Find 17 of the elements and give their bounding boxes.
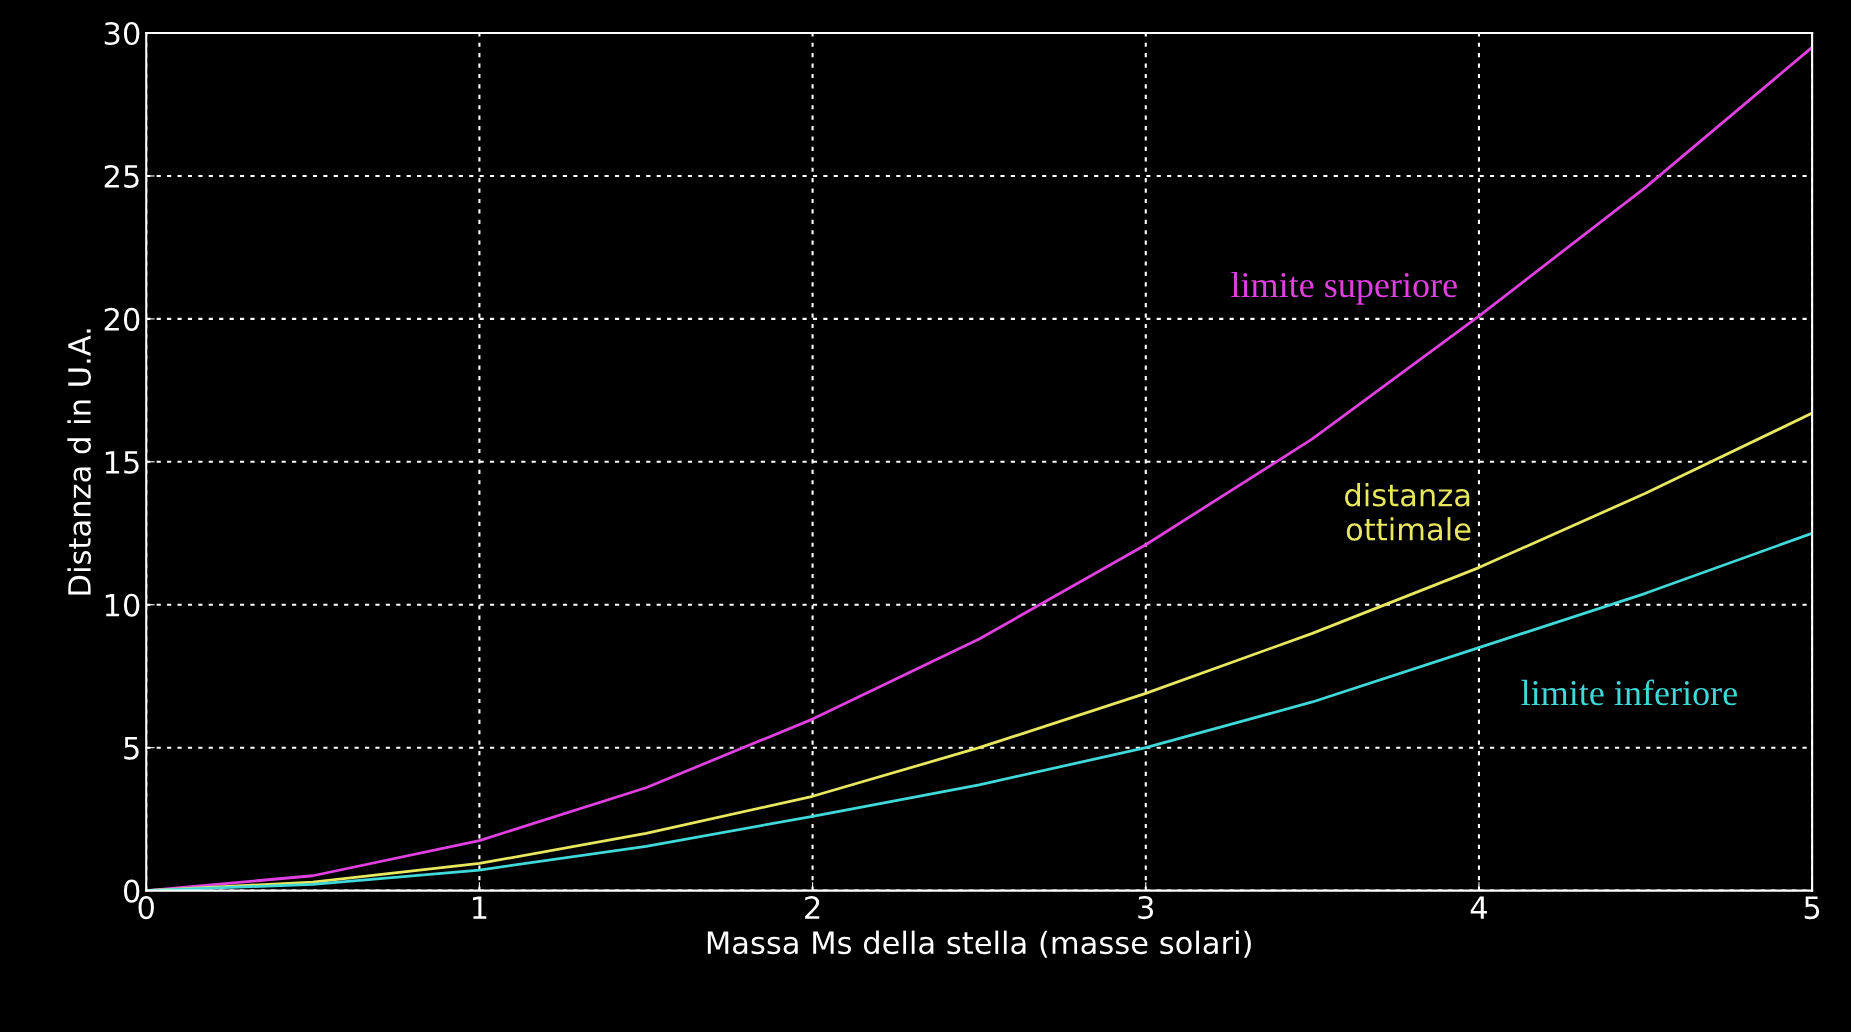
y-tick-label: 25 <box>104 164 139 188</box>
y-tick-label: 20 <box>104 307 140 331</box>
x-tick-label: 3 <box>1138 896 1154 920</box>
x-tick-label: 4 <box>1470 896 1487 919</box>
y-tick-label: 0 <box>123 879 140 903</box>
x-tick-label: 2 <box>805 896 820 919</box>
x-tick-label: 5 <box>1804 896 1820 920</box>
x-tick-label: 1 <box>473 896 487 919</box>
y-tick-label: 15 <box>105 451 139 474</box>
y-tick-label: 10 <box>105 593 140 617</box>
series-label: limite inferiore <box>1521 679 1737 706</box>
y-tick-label: 5 <box>124 737 139 760</box>
series-label: limite superiore <box>1231 271 1457 305</box>
y-axis-title: Distanza d in U.A. <box>67 329 92 595</box>
x-axis-title: Massa Ms della stella (masse solari) <box>707 930 1251 958</box>
y-tick-label: 30 <box>104 21 140 46</box>
series-label: distanza ottimale <box>1345 482 1471 541</box>
